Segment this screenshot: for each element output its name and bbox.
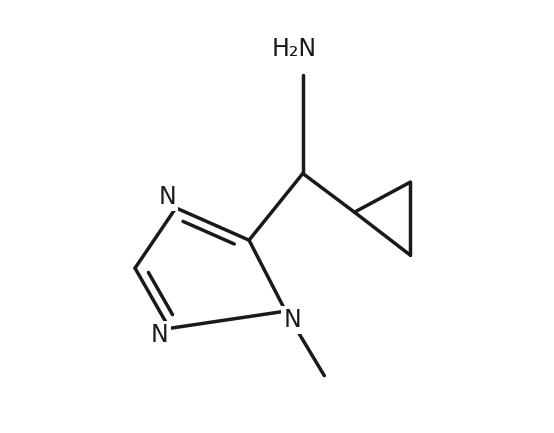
Text: N: N — [158, 185, 176, 209]
Text: H₂N: H₂N — [271, 37, 317, 61]
Text: N: N — [283, 308, 301, 332]
Text: N: N — [151, 323, 169, 347]
